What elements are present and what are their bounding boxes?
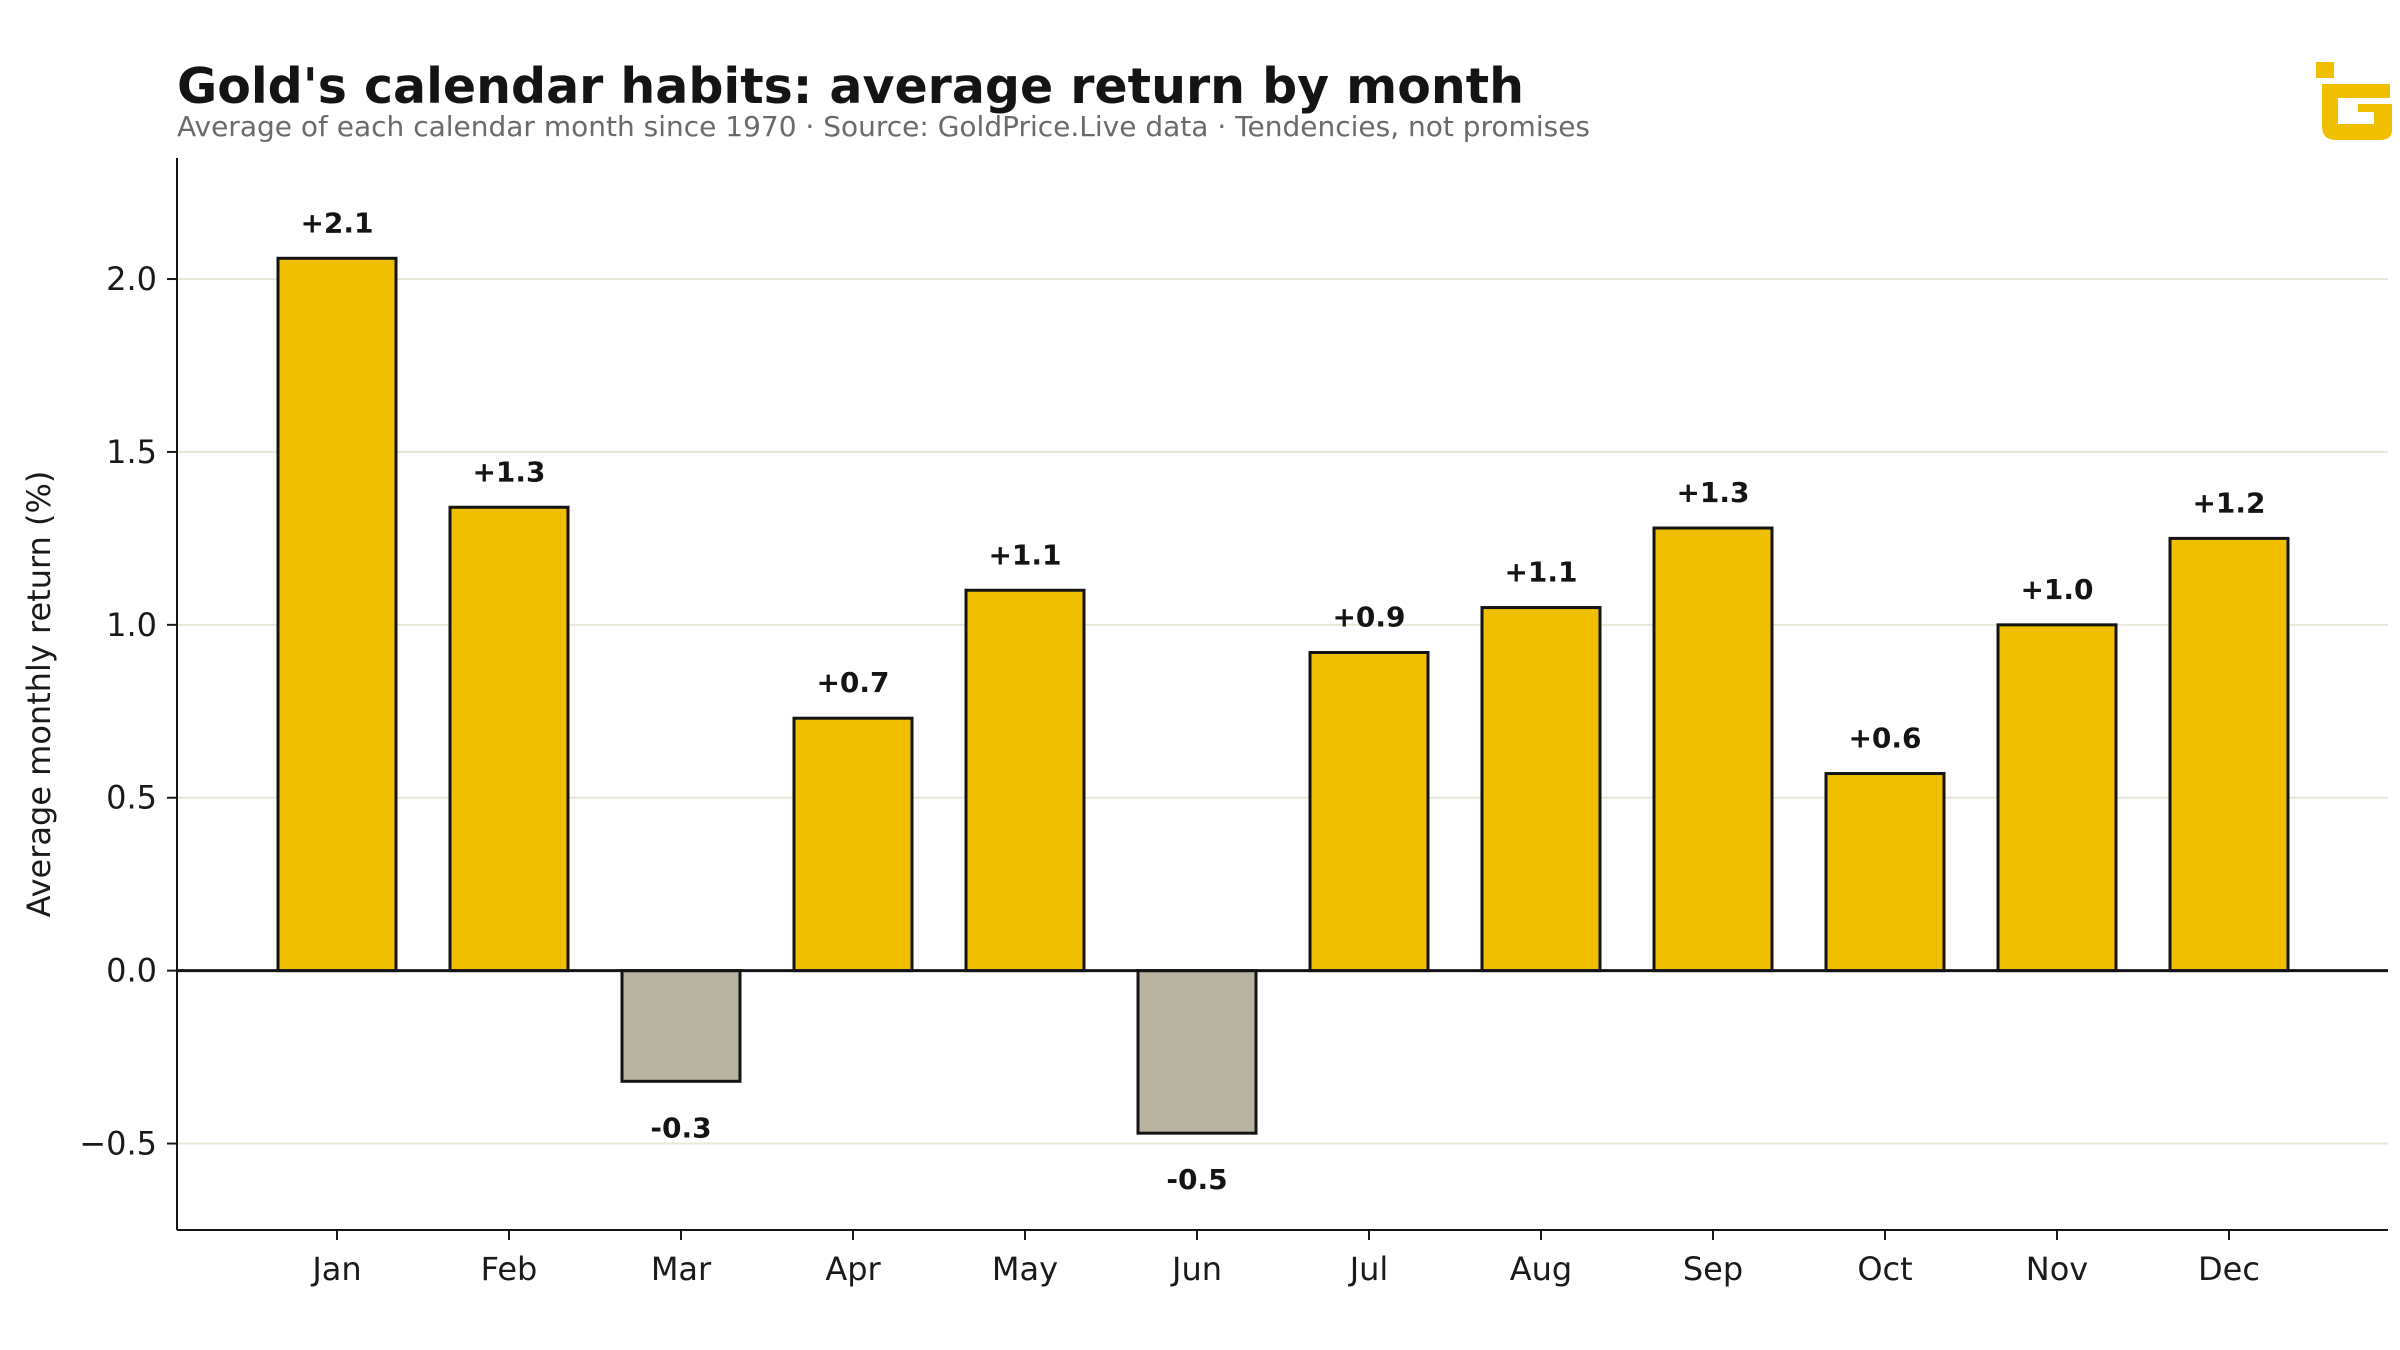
- y-tick-label: 1.5: [106, 433, 157, 471]
- bar-may: [964, 588, 1086, 973]
- data-label: +1.3: [472, 455, 545, 488]
- y-tick-label: −0.5: [79, 1125, 157, 1163]
- x-tick-label: Mar: [651, 1250, 712, 1288]
- x-tick-label: Jun: [1170, 1250, 1222, 1288]
- bar-oct: [1824, 772, 1946, 973]
- x-tick-label: Jul: [1348, 1250, 1389, 1288]
- y-tick-label: 0.5: [106, 779, 157, 817]
- bar-aug: [1480, 606, 1602, 973]
- logo-icon: [2316, 62, 2392, 140]
- x-tick-label: Aug: [1510, 1250, 1572, 1288]
- y-tick-label: 1.0: [106, 606, 157, 644]
- data-label: +1.2: [2192, 486, 2265, 519]
- bar-jan: [276, 256, 398, 973]
- y-tick-label: 2.0: [106, 260, 157, 298]
- axes: [167, 158, 2388, 1240]
- x-tick-label: Sep: [1683, 1250, 1743, 1288]
- y-tick-label: 0.0: [106, 952, 157, 990]
- chart-title: Gold's calendar habits: average return b…: [177, 58, 1525, 115]
- y-axis-label: Average monthly return (%): [20, 471, 58, 918]
- bar-mar: [620, 969, 742, 1083]
- data-label: +1.3: [1676, 476, 1749, 509]
- data-label: +0.6: [1848, 722, 1921, 755]
- data-label: -0.3: [650, 1111, 711, 1144]
- x-tick-label: Nov: [2026, 1250, 2088, 1288]
- x-tick-label: Dec: [2198, 1250, 2260, 1288]
- data-label: +1.0: [2020, 573, 2093, 606]
- data-label: +0.9: [1332, 601, 1405, 634]
- x-tick-label: Jan: [310, 1250, 361, 1288]
- data-label: +1.1: [1504, 556, 1577, 589]
- labels: −0.5 0.0 0.5 1.0 1.5 2.0 +2.1 Jan +1.3 Feb -0.3 Mar…: [20, 206, 2266, 1288]
- x-tick-label: Oct: [1857, 1250, 1912, 1288]
- data-label: +1.1: [988, 538, 1061, 571]
- bar-feb: [448, 505, 570, 973]
- data-label: +2.1: [300, 206, 373, 239]
- bar-nov: [1996, 623, 2118, 973]
- x-tick-label: Apr: [825, 1250, 881, 1288]
- data-label: -0.5: [1166, 1163, 1227, 1196]
- x-tick-label: Feb: [481, 1250, 538, 1288]
- x-tick-label: May: [992, 1250, 1058, 1288]
- data-label: +0.7: [816, 666, 889, 699]
- bar-jul: [1308, 651, 1430, 973]
- bar-jun: [1136, 969, 1258, 1135]
- logo-dot: [2316, 62, 2334, 78]
- chart-subtitle: Average of each calendar month since 197…: [177, 110, 1591, 143]
- logo-mark: [2322, 84, 2392, 140]
- bar-sep: [1652, 526, 1774, 973]
- bars: [276, 256, 2290, 1135]
- bar-dec: [2168, 536, 2290, 973]
- bar-apr: [792, 716, 914, 973]
